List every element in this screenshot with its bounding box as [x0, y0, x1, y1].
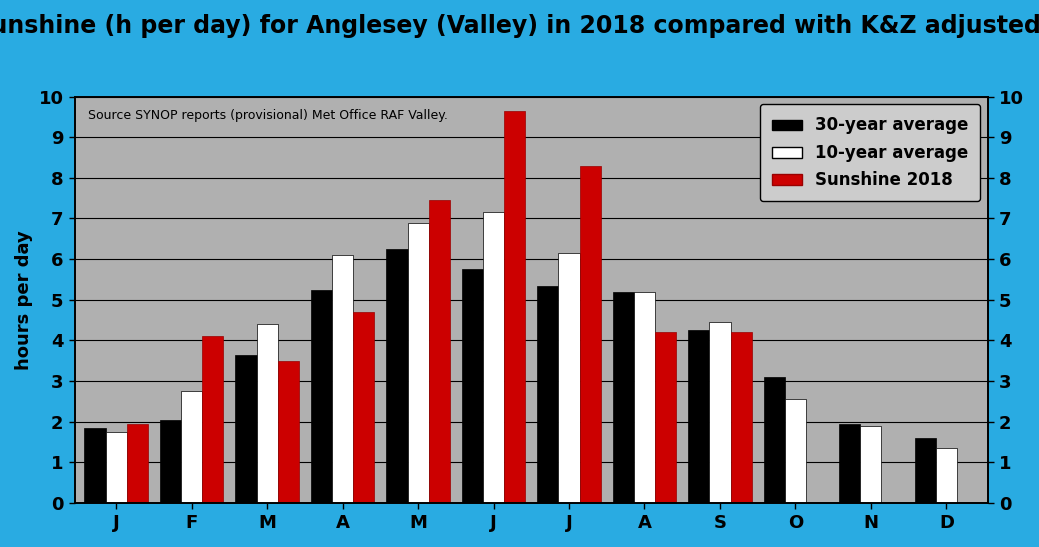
Bar — [634, 292, 655, 503]
Bar — [580, 166, 601, 503]
Bar — [429, 200, 450, 503]
Bar — [914, 438, 936, 503]
Bar — [613, 292, 634, 503]
Bar — [504, 111, 526, 503]
Bar — [558, 253, 580, 503]
Bar — [655, 332, 676, 503]
Bar — [462, 269, 483, 503]
Bar — [407, 223, 429, 503]
Bar — [106, 432, 127, 503]
Bar — [936, 448, 957, 503]
Bar — [203, 336, 223, 503]
Bar — [181, 391, 203, 503]
Bar — [710, 322, 730, 503]
Bar — [160, 420, 181, 503]
Legend: 30-year average, 10-year average, Sunshine 2018: 30-year average, 10-year average, Sunshi… — [760, 104, 980, 201]
Bar — [688, 330, 710, 503]
Bar — [840, 424, 860, 503]
Bar — [311, 289, 332, 503]
Bar — [537, 286, 558, 503]
Bar — [84, 428, 106, 503]
Bar — [332, 255, 353, 503]
Bar — [483, 212, 504, 503]
Bar — [257, 324, 277, 503]
Y-axis label: hours per day: hours per day — [15, 230, 33, 370]
Bar — [860, 426, 881, 503]
Bar — [236, 354, 257, 503]
Bar — [277, 360, 299, 503]
Bar — [127, 424, 148, 503]
Bar — [764, 377, 784, 503]
Bar — [730, 332, 751, 503]
Text: Monthly sunshine (h per day) for Anglesey (Valley) in 2018 compared with K&Z adj: Monthly sunshine (h per day) for Anglese… — [0, 14, 1039, 38]
Bar — [387, 249, 407, 503]
Bar — [784, 399, 806, 503]
Bar — [353, 312, 374, 503]
Text: Source SYNOP reports (provisional) Met Office RAF Valley.: Source SYNOP reports (provisional) Met O… — [88, 109, 448, 122]
